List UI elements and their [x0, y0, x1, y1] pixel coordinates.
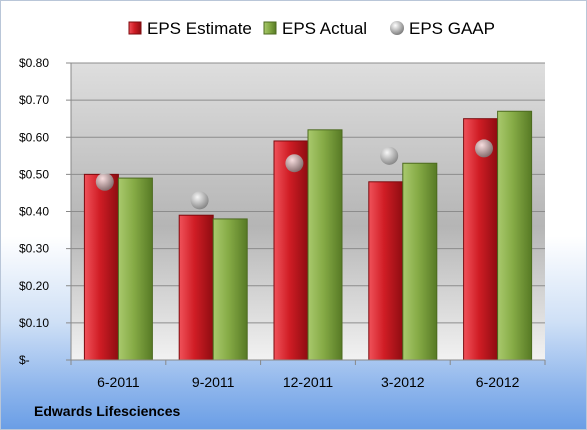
gaap-marker	[380, 146, 399, 165]
actual-bar	[212, 218, 248, 361]
legend: EPS Estimate EPS Actual EPS GAAP	[128, 19, 495, 38]
estimate-bar	[273, 140, 309, 361]
estimate-bar	[368, 181, 404, 361]
y-tick-label: $0.40	[19, 205, 49, 219]
estimate-bar	[83, 173, 119, 361]
x-tick-label: 6-2011	[97, 374, 140, 390]
x-tick-label: 3-2012	[381, 374, 425, 390]
x-axis: 6-2011 9-2011 12-2011 3-2012 6-2012	[70, 359, 546, 390]
estimate-bar	[178, 214, 214, 361]
gaap-markers	[95, 139, 493, 210]
y-axis: $- $0.10 $0.20 $0.30 $0.40 $0.50 $0.60 $0.70 $0.…	[19, 56, 72, 367]
x-tick-label: 9-2011	[192, 374, 235, 390]
legend-label: EPS Estimate	[147, 19, 252, 38]
y-tick-label: $0.60	[19, 130, 49, 144]
y-tick-label: $0.10	[19, 316, 49, 330]
y-tick-label: $-	[19, 353, 30, 367]
x-tick-label: 6-2012	[476, 374, 520, 390]
gaap-marker	[285, 154, 304, 173]
actual-bar	[402, 162, 438, 361]
gaap-marker	[190, 191, 209, 210]
legend-label: EPS Actual	[282, 19, 367, 38]
y-tick-label: $0.20	[19, 279, 49, 293]
legend-swatch	[390, 21, 404, 35]
y-tick-label: $0.70	[19, 93, 49, 107]
y-tick-label: $0.50	[19, 167, 49, 181]
legend-swatch	[128, 21, 142, 35]
legend-label: EPS GAAP	[409, 19, 495, 38]
y-tick-label: $0.30	[19, 242, 49, 256]
legend-swatch	[263, 21, 277, 35]
actual-bar	[497, 110, 533, 361]
actual-bar	[307, 129, 343, 361]
y-tick-label: $0.80	[19, 56, 49, 70]
gaap-marker	[475, 139, 493, 158]
actual-bar	[117, 177, 153, 361]
x-tick-label: 12-2011	[283, 374, 334, 390]
bars	[83, 110, 533, 361]
gaap-marker	[95, 172, 114, 191]
company-name: Edwards Lifesciences	[34, 403, 181, 419]
